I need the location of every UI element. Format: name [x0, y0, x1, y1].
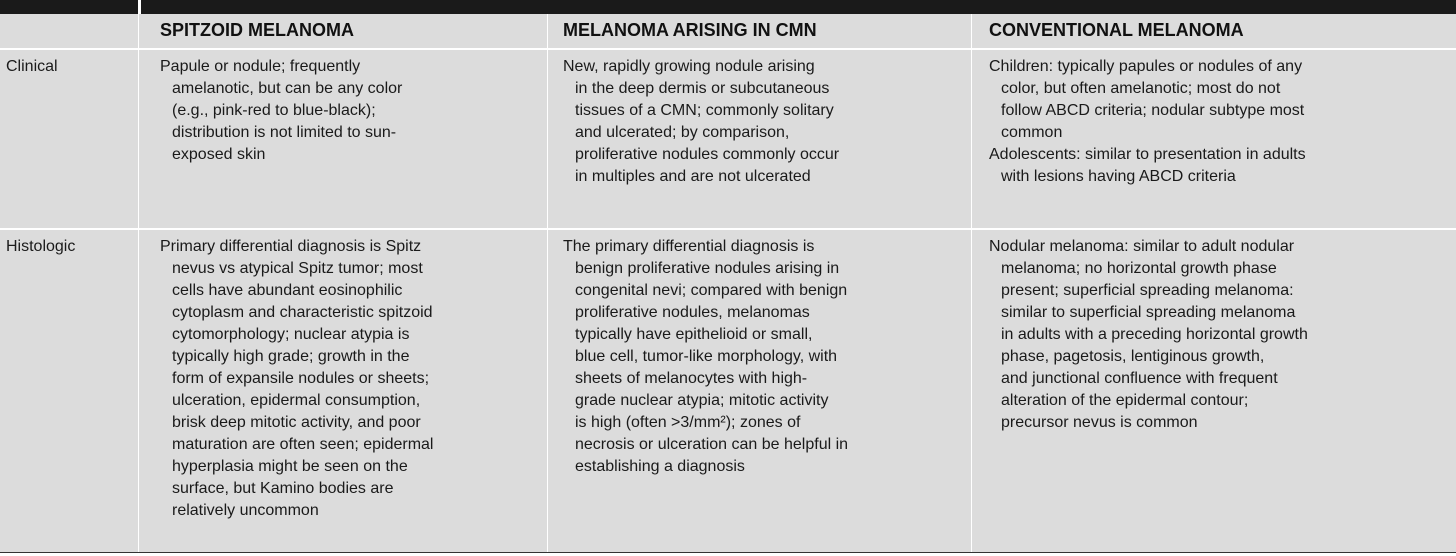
row-background-histologic	[0, 230, 1456, 552]
cell-line: typically have epithelioid or small,	[575, 326, 813, 343]
cell-clinical-spitzoid: Papule or nodule; frequently amelanotic,…	[160, 56, 402, 166]
cell-clinical-cmn: New, rapidly growing nodule arising in t…	[563, 56, 839, 188]
header-row	[0, 14, 1456, 48]
top-bar-gap	[138, 0, 141, 14]
cell-line: necrosis or ulceration can be helpful in	[575, 436, 849, 453]
cell-line: precursor nevus is common	[1001, 414, 1198, 431]
cell-line: cytomorphology; nuclear atypia is	[172, 326, 410, 343]
cell-line: common	[1001, 124, 1063, 141]
cell-line: cytoplasm and characteristic spitzoid	[172, 304, 433, 321]
top-bar	[0, 0, 1456, 14]
cell-line: color, but often amelanotic; most do not	[1001, 80, 1281, 97]
cell-line: New, rapidly growing nodule arising	[563, 58, 815, 75]
cell-clinical-conventional: Children: typically papules or nodules o…	[989, 56, 1306, 188]
cell-line: Adolescents: similar to presentation in …	[989, 146, 1306, 163]
cell-line: is high (often >3/mm²); zones of	[575, 414, 801, 431]
cell-line: and junctional confluence with frequent	[1001, 370, 1278, 387]
cell-line: in adults with a preceding horizontal gr…	[1001, 326, 1308, 343]
cell-line: similar to superficial spreading melanom…	[1001, 304, 1296, 321]
cell-line: Children: typically papules or nodules o…	[989, 58, 1303, 75]
cell-line: alteration of the epidermal contour;	[1001, 392, 1249, 409]
cell-line: amelanotic, but can be any color	[172, 80, 403, 97]
cell-line: proliferative nodules, melanomas	[575, 304, 810, 321]
cell-line: grade nuclear atypia; mitotic activity	[575, 392, 829, 409]
cell-line: establishing a diagnosis	[575, 458, 745, 475]
cell-line: exposed skin	[172, 146, 266, 163]
row-label-clinical: Clinical	[6, 58, 58, 75]
cell-line: present; superficial spreading melanoma:	[1001, 282, 1294, 299]
cell-line: Papule or nodule; frequently	[160, 58, 361, 75]
cell-line: ulceration, epidermal consumption,	[172, 392, 421, 409]
cell-line: typically high grade; growth in the	[172, 348, 410, 365]
cell-line: follow ABCD criteria; nodular subtype mo…	[1001, 102, 1305, 119]
column-divider	[138, 14, 139, 552]
cell-line: surface, but Kamino bodies are	[172, 480, 394, 497]
cell-line: congenital nevi; compared with benign	[575, 282, 848, 299]
row-background-clinical	[0, 50, 1456, 228]
column-header-cmn: MELANOMA ARISING IN CMN	[563, 20, 817, 40]
cell-line: maturation are often seen; epidermal	[172, 436, 434, 453]
cell-line: Nodular melanoma: similar to adult nodul…	[989, 238, 1295, 255]
column-header-spitzoid: SPITZOID MELANOMA	[160, 20, 354, 40]
cell-line: sheets of melanocytes with high-	[575, 370, 808, 387]
cell-line: (e.g., pink-red to blue-black);	[172, 102, 376, 119]
cell-line: distribution is not limited to sun-	[172, 124, 397, 141]
cell-line: and ulcerated; by comparison,	[575, 124, 790, 141]
column-divider	[971, 14, 972, 552]
cell-line: proliferative nodules commonly occur	[575, 146, 840, 163]
cell-histologic-cmn: The primary differential diagnosis is be…	[563, 236, 848, 478]
cell-line: melanoma; no horizontal growth phase	[1001, 260, 1277, 277]
cell-histologic-conventional: Nodular melanoma: similar to adult nodul…	[989, 236, 1308, 434]
column-header-conventional: CONVENTIONAL MELANOMA	[989, 20, 1244, 40]
cell-line: cells have abundant eosinophilic	[172, 282, 403, 299]
bottom-rule	[0, 552, 1456, 553]
cell-line: with lesions having ABCD criteria	[1001, 168, 1236, 185]
cell-line: in multiples and are not ulcerated	[575, 168, 811, 185]
cell-line: brisk deep mitotic activity, and poor	[172, 414, 421, 431]
cell-line: in the deep dermis or subcutaneous	[575, 80, 830, 97]
cell-line: relatively uncommon	[172, 502, 319, 519]
row-label-histologic: Histologic	[6, 238, 76, 255]
cell-histologic-spitzoid: Primary differential diagnosis is Spitz …	[160, 236, 433, 522]
column-divider	[547, 14, 548, 552]
cell-line: The primary differential diagnosis is	[563, 238, 815, 255]
cell-line: nevus vs atypical Spitz tumor; most	[172, 260, 423, 277]
cell-line: Primary differential diagnosis is Spitz	[160, 238, 422, 255]
cell-line: benign proliferative nodules arising in	[575, 260, 840, 277]
cell-line: hyperplasia might be seen on the	[172, 458, 408, 475]
cell-line: phase, pagetosis, lentiginous growth,	[1001, 348, 1265, 365]
cell-line: blue cell, tumor-like morphology, with	[575, 348, 838, 365]
cell-line: tissues of a CMN; commonly solitary	[575, 102, 834, 119]
cell-line: form of expansile nodules or sheets;	[172, 370, 430, 387]
